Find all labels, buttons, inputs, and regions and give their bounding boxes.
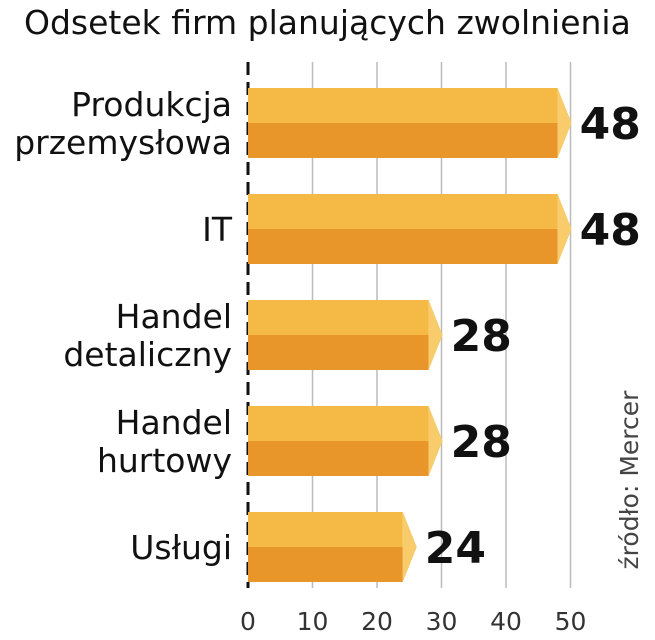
category-label: hurtowy (97, 441, 232, 480)
bar-0 (248, 88, 572, 158)
bar-1 (248, 194, 572, 264)
value-label: 28 (451, 417, 512, 468)
bar-end-cap (402, 512, 417, 582)
x-tick-label: 30 (426, 607, 458, 636)
category-label: przemysłowa (14, 123, 232, 162)
category-labels: ProdukcjaprzemysłowaITHandeldetalicznyHa… (14, 85, 233, 567)
bar-top-face (248, 194, 558, 229)
bar-bottom-face (248, 547, 403, 582)
bar-bottom-face (248, 123, 558, 158)
bar-end-cap (428, 406, 443, 476)
category-label: Handel (116, 297, 232, 336)
bar-top-face (248, 300, 429, 335)
category-label: detaliczny (63, 335, 232, 374)
x-tick-label: 0 (240, 607, 256, 636)
bar-top-face (248, 406, 429, 441)
bar-bottom-face (248, 441, 429, 476)
bar-4 (248, 512, 417, 582)
bar-top-face (248, 512, 403, 547)
bar-end-cap (428, 300, 443, 370)
bar-top-face (248, 88, 558, 123)
value-label: 24 (425, 523, 486, 574)
value-labels: 48 48 28 28 24 (425, 99, 641, 574)
bar-bottom-face (248, 335, 429, 370)
bars-group (248, 88, 572, 582)
source-note: źródło: Mercer (615, 390, 644, 570)
bar-2 (248, 300, 443, 370)
bar-end-cap (557, 88, 572, 158)
category-label: IT (202, 210, 233, 249)
x-tick-label: 20 (361, 607, 393, 636)
x-tick-label: 50 (555, 607, 587, 636)
chart-title: Odsetek firm planujących zwolnienia (24, 3, 631, 42)
category-label: Usługi (130, 528, 232, 567)
value-label: 48 (580, 205, 641, 256)
bar-bottom-face (248, 229, 558, 264)
bar-3 (248, 406, 443, 476)
bar-end-cap (557, 194, 572, 264)
x-tick-label: 10 (297, 607, 329, 636)
category-label: Produkcja (71, 85, 232, 124)
x-tick-label: 40 (490, 607, 522, 636)
value-label: 48 (580, 99, 641, 150)
x-tick-labels: 0 10 20 30 40 50 (240, 607, 586, 636)
category-label: Handel (116, 403, 232, 442)
value-label: 28 (451, 311, 512, 362)
